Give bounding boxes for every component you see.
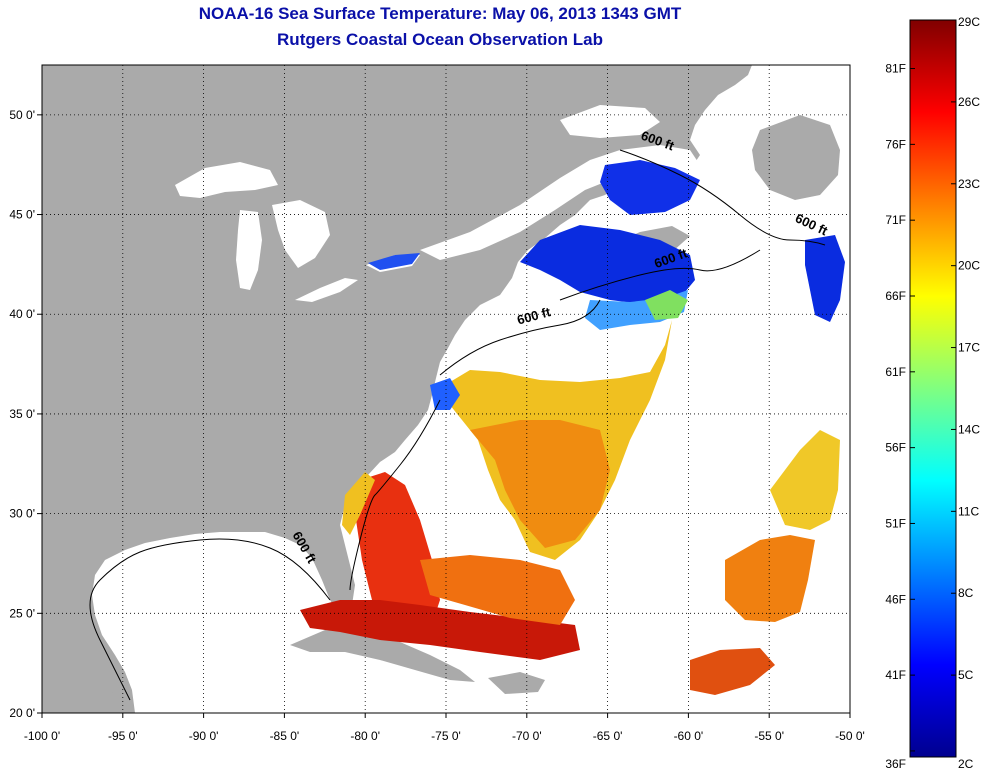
land-north-america [42,65,752,713]
colorbar-celsius-label: 29C [958,15,980,29]
map-title: NOAA-16 Sea Surface Temperature: May 06,… [198,4,682,23]
lat-tick-label: 45 0' [9,208,35,222]
colorbar-celsius-label: 11C [958,504,979,518]
sst-green-edge [645,290,688,320]
colorbar-celsius-label: 8C [958,586,974,600]
lake-huron [272,200,330,268]
lat-tick-label: 50 0' [9,108,35,122]
colorbar-fahrenheit-label: 81F [885,62,906,76]
lat-tick-label: 35 0' [9,407,35,421]
colorbar-fahrenheit-label: 36F [885,757,906,770]
colorbar-fahrenheit-label: 46F [885,592,906,606]
lat-tick-label: 20 0' [9,706,35,720]
lat-tick-label: 40 0' [9,307,35,321]
lon-tick-label: -55 0' [754,729,784,743]
colorbar-celsius-label: 20C [958,259,980,273]
lon-tick-label: -50 0' [835,729,865,743]
sst-florida-coast-yellow [342,472,375,535]
sst-east-swath-lower [690,648,775,695]
graticule [42,65,850,713]
longitude-labels: -100 0' -95 0' -90 0' -85 0' -80 0' -75 0' -70… [24,713,865,743]
lon-tick-label: -75 0' [431,729,461,743]
sst-bahamas-red [300,600,580,660]
latitude-labels: 20 0' 25 0' 30 0' 35 0' 40 0' 45 0' 50 0' [9,108,42,720]
colorbar-fahrenheit-label: 71F [885,213,906,227]
colorbar-fahrenheit-label: 51F [885,516,906,530]
lon-tick-label: -60 0' [674,729,704,743]
colorbar-fahrenheit-label: 61F [885,365,906,379]
map-subtitle: Rutgers Coastal Ocean Observation Lab [277,30,603,49]
lon-tick-label: -95 0' [108,729,138,743]
hudson-strait-water [560,105,660,138]
lon-tick-label: -80 0' [350,729,380,743]
sst-shelf-blue-carolina [430,378,460,410]
sst-gulf-st-lawrence [600,160,700,215]
land-cuba [290,630,475,682]
lat-tick-label: 30 0' [9,507,35,521]
sst-east-swath-orange [725,535,815,622]
colorbar-celsius-label: 14C [958,422,980,436]
colorbar-ticks: 2C 5C 8C 11C 14C 17C 20C 23C 26C 29C 36F 41F 46F 51F 5… [885,15,980,770]
land-hispaniola [488,672,545,694]
colorbar-celsius-label: 2C [958,757,974,770]
lat-tick-label: 25 0' [9,606,35,620]
sst-gulf-stream-orange [470,420,610,548]
colorbar-fahrenheit-label: 41F [885,668,906,682]
colorbar-fahrenheit-label: 66F [885,289,906,303]
lon-tick-label: -85 0' [270,729,300,743]
depth-contours [89,149,826,701]
lon-tick-label: -70 0' [512,729,542,743]
colorbar [909,19,957,758]
colorbar-fahrenheit-label: 76F [885,137,906,151]
sst-east-swath-yellow [770,430,840,530]
lon-tick-label: -100 0' [24,729,60,743]
sst-grand-banks [805,235,845,322]
land-yucatan [42,600,130,713]
colorbar-fahrenheit-label: 56F [885,441,906,455]
lon-tick-label: -65 0' [593,729,623,743]
lake-michigan [236,210,262,290]
lon-tick-label: -90 0' [189,729,219,743]
sst-lake-erie [368,253,420,270]
sst-sargasso-orange [420,555,575,625]
lake-erie [295,278,358,302]
colorbar-celsius-label: 26C [958,95,980,109]
colorbar-celsius-label: 5C [958,668,974,682]
sst-south-atlantic-red [356,472,440,640]
lake-superior [175,162,278,198]
colorbar-celsius-label: 23C [958,177,980,191]
colorbar-celsius-label: 17C [958,341,980,355]
land-newfoundland [752,115,840,200]
